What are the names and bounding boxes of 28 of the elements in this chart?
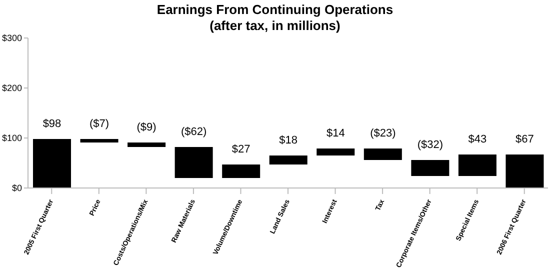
data-label: ($23) — [370, 128, 396, 140]
data-label: ($9) — [136, 122, 156, 134]
bar — [506, 154, 544, 188]
bar — [411, 160, 450, 176]
data-label: $14 — [326, 128, 345, 140]
y-tick-label: $100 — [2, 133, 22, 144]
data-label: ($62) — [180, 126, 207, 138]
data-label: $98 — [42, 118, 62, 130]
bar — [80, 139, 118, 142]
data-label: $27 — [232, 144, 250, 156]
bar — [222, 164, 260, 178]
data-label: $18 — [279, 134, 298, 146]
data-label: ($7) — [89, 118, 110, 130]
y-tick-label: $200 — [2, 83, 22, 94]
data-label: $67 — [516, 134, 534, 146]
data-label: ($32) — [417, 139, 444, 151]
bar — [269, 156, 308, 164]
bar — [128, 142, 166, 147]
y-tick-label: $300 — [2, 33, 22, 44]
bar — [316, 148, 355, 156]
data-label: $43 — [468, 134, 487, 146]
bar — [364, 148, 402, 160]
chart-subtitle: (after tax, in millions) — [208, 18, 342, 34]
bar — [458, 154, 496, 176]
chart-title: Earnings From Continuing Operations — [156, 2, 394, 18]
bar — [33, 139, 71, 188]
bar — [174, 147, 213, 178]
y-tick-label: $0 — [12, 183, 22, 194]
